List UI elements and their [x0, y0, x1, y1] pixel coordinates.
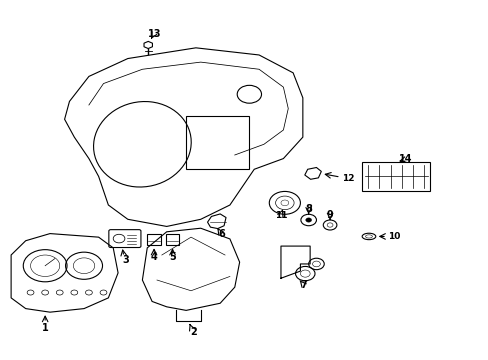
- Text: 7: 7: [300, 280, 306, 291]
- Text: 5: 5: [169, 252, 176, 262]
- Text: 2: 2: [190, 327, 196, 337]
- Text: 4: 4: [150, 252, 157, 262]
- Text: 8: 8: [305, 204, 311, 214]
- Text: 13: 13: [147, 28, 161, 39]
- Bar: [147, 234, 161, 246]
- Text: 9: 9: [326, 210, 333, 220]
- Bar: [165, 234, 179, 246]
- Bar: [362, 162, 429, 191]
- Text: 12: 12: [341, 174, 353, 183]
- Bar: [186, 116, 249, 169]
- Text: 11: 11: [274, 211, 286, 220]
- Text: 6: 6: [218, 229, 224, 239]
- Text: 3: 3: [122, 255, 128, 265]
- Text: 1: 1: [41, 323, 48, 333]
- Text: 10: 10: [387, 232, 400, 241]
- Circle shape: [305, 218, 311, 222]
- Text: 14: 14: [398, 154, 412, 163]
